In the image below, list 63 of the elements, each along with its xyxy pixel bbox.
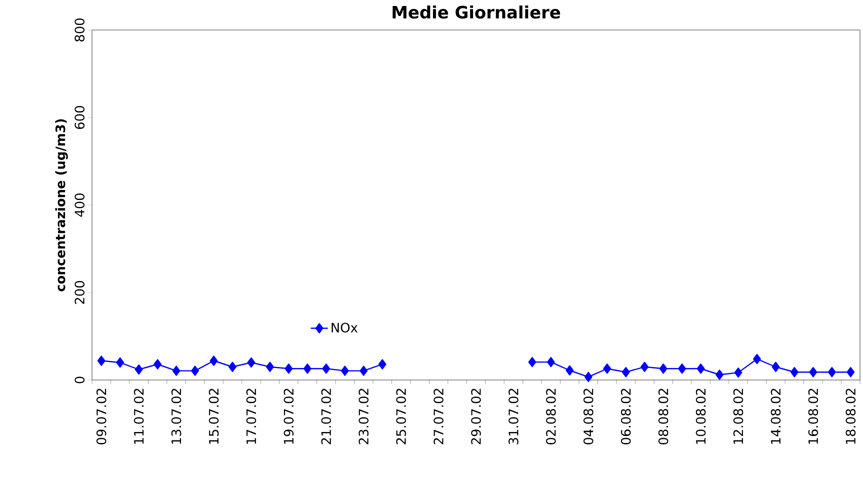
x-tick-label: 17.07.02 xyxy=(246,388,256,444)
point xyxy=(284,364,293,374)
point xyxy=(97,356,106,366)
point xyxy=(772,362,780,372)
point xyxy=(566,365,574,376)
x-tick-label: 06.08.02 xyxy=(620,388,631,444)
point xyxy=(640,362,649,372)
y-tick-label: 0 xyxy=(74,376,84,384)
x-tick-label: 10.08.02 xyxy=(696,388,706,444)
point xyxy=(210,356,218,366)
point xyxy=(134,364,143,375)
x-tick-label: 02.08.02 xyxy=(546,388,556,444)
point xyxy=(154,359,162,370)
x-tick-label: 14.08.02 xyxy=(770,388,781,444)
point xyxy=(247,357,256,368)
x-tick-label: 11.07.02 xyxy=(134,388,144,444)
x-tick-label: 29.07.02 xyxy=(471,388,481,444)
point xyxy=(753,354,761,364)
point xyxy=(828,367,836,378)
y-tick-label: 200 xyxy=(74,281,84,304)
point xyxy=(622,367,630,378)
point xyxy=(659,364,668,374)
point xyxy=(191,366,199,376)
x-tick-label: 13.07.02 xyxy=(171,388,182,444)
x-tick-label: 12.08.02 xyxy=(733,388,744,444)
y-axis-title: concentrazione (ug/m3) xyxy=(55,119,68,292)
y-tick-label: 600 xyxy=(74,106,84,129)
point xyxy=(790,367,798,378)
x-tick-label: 18.08.02 xyxy=(846,388,856,444)
y-tick-label: 400 xyxy=(74,194,84,217)
point xyxy=(809,367,818,378)
point xyxy=(360,366,368,376)
point xyxy=(734,367,742,378)
point xyxy=(322,364,330,374)
point xyxy=(528,356,536,368)
x-tick-label: 25.07.02 xyxy=(396,388,406,444)
x-tick-label: 15.07.02 xyxy=(208,388,219,444)
point xyxy=(716,370,724,380)
y-tick-label: 800 xyxy=(74,18,84,42)
x-tick-label: 09.07.02 xyxy=(96,388,106,444)
x-tick-label: 19.07.02 xyxy=(284,388,294,444)
legend-label: NOx xyxy=(332,322,358,333)
point xyxy=(846,367,855,378)
chart-title: Medie Giornaliere xyxy=(392,6,560,19)
point xyxy=(228,362,236,372)
point xyxy=(303,364,312,374)
point xyxy=(340,366,349,376)
point xyxy=(546,356,555,368)
point xyxy=(584,372,592,382)
x-tick-label: 31.07.02 xyxy=(508,388,518,444)
point xyxy=(678,364,686,374)
point xyxy=(266,362,274,372)
point xyxy=(116,357,124,368)
x-tick-label: 27.07.02 xyxy=(434,388,444,444)
point xyxy=(603,364,612,374)
x-tick-label: 23.07.02 xyxy=(358,388,369,444)
point xyxy=(378,359,386,370)
point xyxy=(696,364,705,374)
x-tick-label: 16.08.02 xyxy=(808,388,818,444)
x-tick-label: 04.08.02 xyxy=(584,388,594,444)
point xyxy=(172,366,180,376)
x-tick-label: 21.07.02 xyxy=(321,388,332,444)
x-tick-label: 08.08.02 xyxy=(658,388,668,444)
